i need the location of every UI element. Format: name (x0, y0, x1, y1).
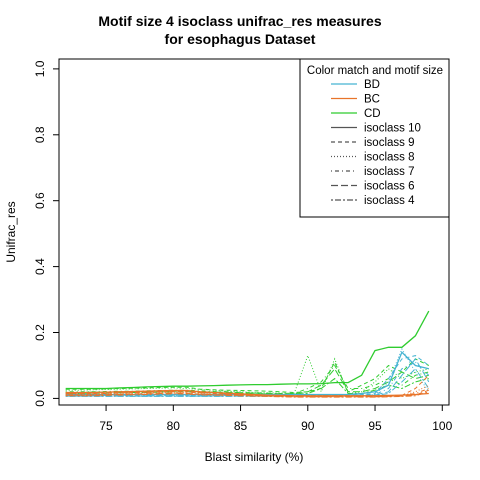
legend-title: Color match and motif size (307, 65, 443, 77)
legend: Color match and motif size BD BC CD isoclas… (300, 59, 449, 217)
legend-label-bc: BC (364, 94, 380, 106)
legend-label-isoclass-8: isoclass 8 (364, 152, 415, 164)
y-tick-label: 0.4 (33, 258, 47, 275)
y-tick-label: 0.2 (33, 324, 47, 341)
y-tick-label: 0.6 (33, 192, 47, 209)
x-axis-label: Blast similarity (%) (205, 450, 304, 464)
legend-label-isoclass-9: isoclass 9 (364, 137, 415, 149)
x-tick-label: 75 (99, 419, 113, 433)
legend-label-isoclass-7: isoclass 7 (364, 166, 415, 178)
y-axis-label: Unifrac_res (4, 201, 18, 262)
legend-label-isoclass-4: isoclass 4 (364, 195, 415, 207)
x-tick-label: 90 (301, 419, 315, 433)
legend-label-isoclass-10: isoclass 10 (364, 123, 421, 135)
y-tick-label: 0.0 (33, 390, 47, 407)
chart-title-line-2: for esophagus Dataset (165, 31, 316, 47)
x-tick-label: 100 (432, 419, 452, 433)
x-tick-label: 80 (167, 419, 181, 433)
y-tick-label: 1.0 (33, 60, 47, 77)
x-tick-label: 95 (368, 419, 382, 433)
legend-label-cd: CD (364, 108, 381, 120)
x-tick-label: 85 (234, 419, 248, 433)
legend-label-isoclass-6: isoclass 6 (364, 181, 415, 193)
chart-title-line-1: Motif size 4 isoclass unifrac_res measur… (98, 13, 381, 29)
legend-label-bd: BD (364, 79, 380, 91)
y-tick-label: 0.8 (33, 126, 47, 143)
